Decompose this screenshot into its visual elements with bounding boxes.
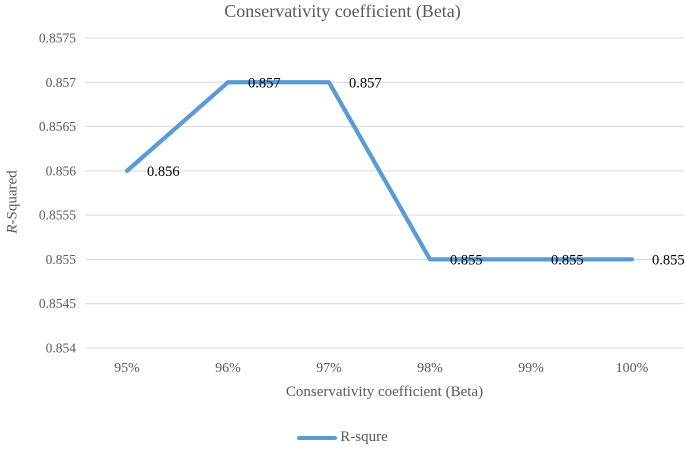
data-point-label: 0.856 — [147, 164, 180, 180]
y-tick-label: 0.8545 — [39, 296, 76, 311]
data-line — [124, 80, 635, 262]
data-point-label: 0.857 — [349, 75, 382, 91]
chart-title: Conservativity coefficient (Beta) — [224, 1, 461, 21]
y-tick-label: 0.8575 — [39, 31, 76, 46]
x-tick-label: 100% — [616, 361, 649, 376]
x-tick-label: 98% — [417, 361, 443, 376]
x-tick-label: 99% — [518, 361, 544, 376]
y-tick-label: 0.856 — [46, 163, 77, 178]
data-point-label: 0.857 — [248, 75, 281, 91]
x-tick-label: 95% — [114, 361, 140, 376]
data-point-label: 0.855 — [652, 252, 685, 268]
y-tick-label: 0.8565 — [39, 119, 76, 134]
data-point-label: 0.855 — [551, 252, 584, 268]
x-axis-title: Conservativity coefficient (Beta) — [285, 384, 484, 400]
legend: R-squre — [0, 429, 685, 446]
x-tick-label: 96% — [215, 361, 241, 376]
legend-label: R-squre — [340, 429, 388, 445]
y-tick-label: 0.857 — [46, 75, 77, 90]
y-tick-label: 0.854 — [46, 341, 77, 356]
y-tick-label: 0.8555 — [39, 208, 76, 223]
x-tick-label: 97% — [316, 361, 342, 376]
data-point-label: 0.855 — [450, 252, 483, 268]
legend-line-marker — [297, 435, 338, 440]
y-tick-label: 0.855 — [46, 252, 77, 267]
